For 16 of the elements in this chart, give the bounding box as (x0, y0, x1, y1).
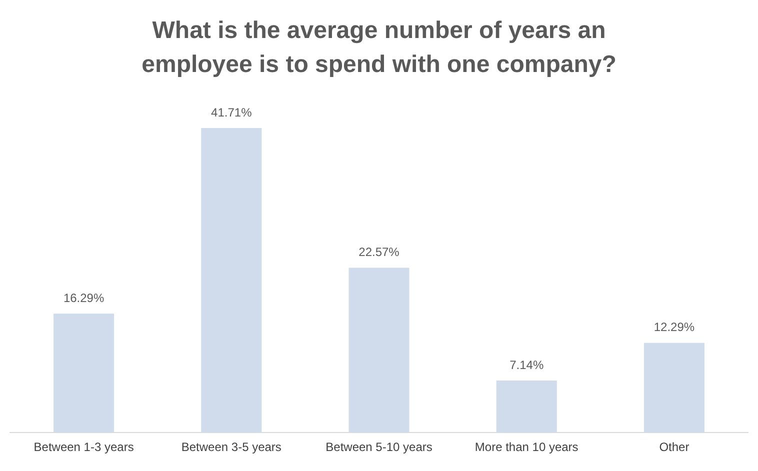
data-label: 41.71% (211, 105, 252, 120)
bar (348, 268, 410, 433)
bar (496, 380, 557, 433)
data-label: 22.57% (358, 245, 400, 260)
x-tick-label: Between 1-3 years (34, 440, 134, 454)
x-tick-label: Between 3-5 years (181, 440, 282, 454)
data-label: 16.29% (63, 290, 104, 305)
chart-title: What is the average number of years an employee is to spend with one company? (140, 16, 618, 80)
data-label: 7.14% (510, 358, 544, 372)
bar (201, 128, 262, 433)
x-tick-label: Between 5-10 years (326, 440, 432, 454)
bar (644, 342, 704, 433)
bar (54, 314, 114, 433)
x-tick-label: Other (659, 440, 690, 454)
data-label: 12.29% (654, 320, 695, 334)
x-tick-label: More than 10 years (474, 440, 578, 454)
